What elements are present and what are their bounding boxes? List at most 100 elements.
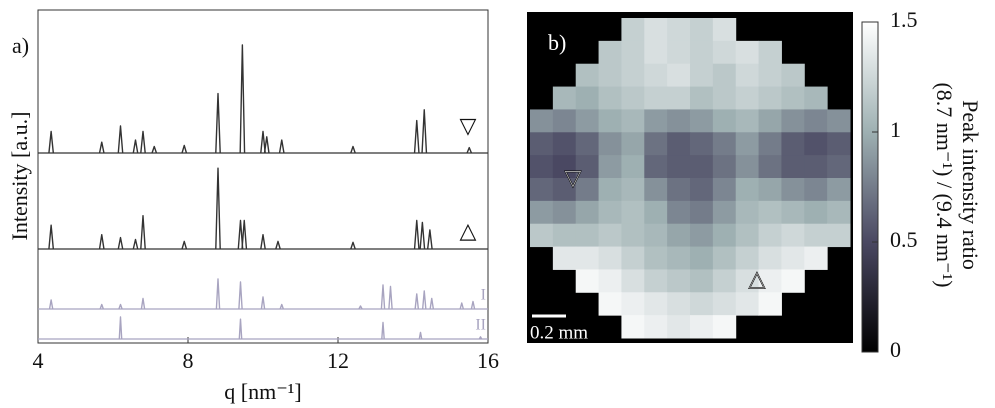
heatmap-cell <box>712 292 737 316</box>
heatmap-cell <box>712 63 737 88</box>
heatmap-cell <box>781 155 805 179</box>
heatmap-cell <box>804 223 828 248</box>
heatmap-cell <box>644 246 668 270</box>
heatmap-cell <box>552 132 577 156</box>
heatmap-cell <box>758 223 782 248</box>
heatmap-cell <box>575 86 600 110</box>
series-label: ▽ <box>460 113 477 138</box>
x-tick-label: 4 <box>33 348 44 373</box>
heatmap-cell <box>690 63 714 88</box>
heatmap-cell <box>690 178 714 202</box>
series-label: II <box>475 317 486 334</box>
heatmap-cell <box>712 40 737 65</box>
heatmap-cell <box>552 109 577 133</box>
heatmap-cell <box>712 178 737 202</box>
heatmap-cell <box>712 223 737 248</box>
peak <box>241 219 248 250</box>
heatmap-cell <box>735 178 760 202</box>
heatmap-cell <box>598 63 622 88</box>
heatmap-cell <box>552 223 577 248</box>
heatmap-cell <box>575 269 600 293</box>
peak <box>414 293 420 310</box>
heatmap-cell <box>598 223 622 248</box>
heatmap-cell <box>644 63 668 88</box>
heatmap-cell <box>690 40 714 65</box>
heatmap-cell <box>644 200 668 225</box>
x-tick-label: 8 <box>183 348 194 373</box>
heatmap-cell <box>621 40 645 65</box>
peak <box>151 145 158 154</box>
heatmap-cell <box>552 200 577 225</box>
heatmap-cell <box>644 155 668 179</box>
heatmap-cell <box>598 40 622 65</box>
heatmap-cell <box>758 109 782 133</box>
colorbar-tick-label: 0.5 <box>890 227 918 252</box>
colorbar-tick-label: 1 <box>890 117 901 142</box>
heatmap-cell <box>690 109 714 133</box>
peak <box>260 296 266 310</box>
peak <box>421 109 428 154</box>
heatmap-cell <box>712 246 737 270</box>
heatmap-cell <box>530 109 554 133</box>
heatmap-cell <box>530 200 554 225</box>
peak <box>421 290 427 310</box>
heatmap-cell <box>781 63 805 88</box>
peak <box>388 285 393 310</box>
peak <box>140 215 146 250</box>
heatmap-cell <box>598 200 622 225</box>
heatmap-cell <box>804 246 828 270</box>
peak <box>215 92 221 154</box>
peak <box>132 139 139 154</box>
peak <box>132 238 139 250</box>
heatmap-cell <box>735 246 760 270</box>
heatmap-cell <box>758 292 782 316</box>
peak <box>260 130 266 154</box>
heatmap-cell <box>690 269 714 293</box>
heatmap-cell <box>781 132 805 156</box>
heatmap-cell <box>781 200 805 225</box>
peak <box>237 219 244 250</box>
peak <box>419 221 426 250</box>
heatmap-cell <box>690 18 714 42</box>
heatmap-cell <box>575 246 600 270</box>
heatmap-cell <box>827 109 851 133</box>
heatmap-cell <box>712 18 737 42</box>
heatmap-cell <box>621 200 645 225</box>
heatmap-cell <box>644 40 668 65</box>
heatmap-cell <box>758 200 782 225</box>
heatmap-cell <box>621 269 645 293</box>
heatmap-cell <box>804 86 828 110</box>
heatmap-cell <box>827 200 851 225</box>
heatmap-cell <box>758 178 782 202</box>
heatmap-cell <box>644 18 668 42</box>
heatmap-cell <box>690 132 714 156</box>
peak <box>98 234 105 250</box>
heatmap-cell <box>644 109 668 133</box>
heatmap-cell <box>827 223 851 248</box>
heatmap-cell <box>598 86 622 110</box>
heatmap-cell <box>552 155 577 179</box>
heatmap-cell <box>758 40 782 65</box>
heatmap-cell <box>781 223 805 248</box>
heatmap-cell <box>735 109 760 133</box>
peak <box>117 236 124 250</box>
y-axis-label: Intensity [a.u.] <box>7 112 32 241</box>
heatmap-cell <box>621 63 645 88</box>
heatmap-cell <box>758 269 782 293</box>
heatmap-cell <box>598 132 622 156</box>
heatmap-cell <box>690 86 714 110</box>
series-label: I <box>481 287 486 304</box>
heatmap-cell <box>781 246 805 270</box>
peak <box>238 281 243 310</box>
heatmap-cell <box>621 315 645 339</box>
peak <box>478 336 483 340</box>
peak <box>48 224 55 250</box>
map-marker: ▽ <box>565 165 582 190</box>
series-label: △ <box>460 218 477 243</box>
heatmap-cell <box>804 178 828 202</box>
peak <box>466 146 473 154</box>
peak <box>181 240 188 250</box>
peak <box>279 303 285 310</box>
heatmap-cell <box>804 155 828 179</box>
